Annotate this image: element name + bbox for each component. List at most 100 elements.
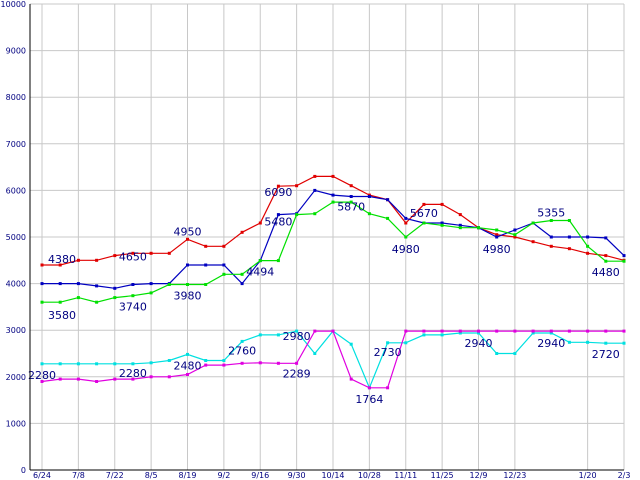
data-label: 2940 xyxy=(537,337,565,350)
data-label: 5870 xyxy=(337,201,365,214)
data-point xyxy=(95,258,99,262)
x-tick-label: 11/25 xyxy=(431,471,454,480)
data-point xyxy=(586,244,590,248)
data-point xyxy=(295,329,299,333)
data-point xyxy=(495,329,499,333)
data-point xyxy=(295,361,299,365)
data-point xyxy=(40,300,44,304)
x-tick-label: 9/16 xyxy=(251,471,269,480)
data-point xyxy=(422,202,426,206)
data-point xyxy=(95,362,99,366)
x-axis-ticks: 6/24 7/8 7/22 8/5 8/19 9/2 9/16 9/30 10/14 10/28 1… xyxy=(33,471,630,480)
x-tick-label: 8/5 xyxy=(145,471,158,480)
data-point xyxy=(404,216,408,220)
data-point xyxy=(549,244,553,248)
x-tick-label: 1/20 xyxy=(579,471,597,480)
y-tick-label: 4000 xyxy=(6,280,26,289)
data-point xyxy=(204,263,208,267)
data-point xyxy=(367,195,371,198)
data-label: 4980 xyxy=(483,243,511,256)
data-point xyxy=(40,282,44,286)
data-point xyxy=(422,221,426,225)
data-label: 6090 xyxy=(264,186,292,199)
data-point xyxy=(276,361,280,365)
data-point xyxy=(477,226,480,230)
data-point xyxy=(295,213,299,217)
data-point xyxy=(404,221,408,225)
data-point xyxy=(258,259,262,263)
data-label: 2280 xyxy=(28,369,56,382)
data-point xyxy=(76,258,80,262)
data-point xyxy=(222,244,226,248)
data-label: 5670 xyxy=(410,207,438,220)
data-point xyxy=(131,294,135,298)
data-point xyxy=(76,362,80,366)
data-point xyxy=(440,333,444,337)
y-tick-label: 10000 xyxy=(1,0,26,9)
data-point xyxy=(113,254,117,258)
x-tick-label: 2/3 xyxy=(618,471,631,480)
data-label: 4494 xyxy=(246,266,274,279)
series-4 xyxy=(40,329,626,390)
data-point xyxy=(167,251,171,255)
data-point xyxy=(58,300,62,304)
data-point xyxy=(349,200,353,204)
data-point xyxy=(440,202,444,206)
data-point xyxy=(386,216,390,220)
data-point xyxy=(167,375,171,379)
y-axis-ticks: 0 1000 2000 3000 4000 5000 6000 7000 8000 9000 100… xyxy=(1,0,26,475)
data-point xyxy=(531,331,535,335)
data-point xyxy=(531,240,535,244)
data-point xyxy=(567,329,571,333)
data-label: 4480 xyxy=(592,266,620,279)
data-point xyxy=(513,352,517,355)
data-point xyxy=(622,329,626,333)
data-point xyxy=(240,339,244,343)
data-point xyxy=(495,235,499,239)
data-point xyxy=(331,193,335,197)
data-point xyxy=(404,341,408,345)
data-point xyxy=(331,200,335,204)
data-label: 4950 xyxy=(174,225,202,238)
data-label: 2760 xyxy=(228,344,256,357)
data-label: 3580 xyxy=(48,309,76,322)
data-point xyxy=(567,219,571,222)
data-point xyxy=(604,254,608,258)
y-tick-label: 6000 xyxy=(6,186,26,195)
data-label: 4650 xyxy=(119,250,147,263)
x-tick-label: 7/8 xyxy=(72,471,85,480)
data-point xyxy=(167,359,171,362)
data-point xyxy=(604,259,608,263)
data-point xyxy=(440,221,444,225)
data-label: 4980 xyxy=(392,243,420,256)
data-point xyxy=(440,223,444,227)
data-point xyxy=(258,333,262,337)
data-point xyxy=(386,198,390,202)
data-point xyxy=(495,233,499,237)
data-point xyxy=(240,282,244,286)
data-label: 2730 xyxy=(374,346,402,359)
data-label: 2980 xyxy=(283,330,311,343)
x-tick-label: 9/2 xyxy=(217,471,230,480)
data-point xyxy=(204,283,208,286)
data-point xyxy=(149,291,153,295)
data-point xyxy=(95,300,99,304)
data-point xyxy=(276,259,280,263)
data-point xyxy=(549,331,553,335)
data-point xyxy=(186,283,189,286)
data-point xyxy=(149,251,153,255)
data-point xyxy=(586,235,590,239)
data-point xyxy=(113,286,117,290)
x-tick-label: 9/30 xyxy=(288,471,306,480)
data-point xyxy=(313,188,317,192)
data-point xyxy=(604,341,608,345)
data-point xyxy=(313,329,317,333)
data-point xyxy=(495,228,499,232)
data-label: 3980 xyxy=(174,290,202,303)
data-point xyxy=(58,282,62,286)
data-point xyxy=(149,361,153,365)
y-tick-label: 3000 xyxy=(6,326,26,335)
data-point xyxy=(367,212,371,216)
data-point xyxy=(276,213,280,217)
